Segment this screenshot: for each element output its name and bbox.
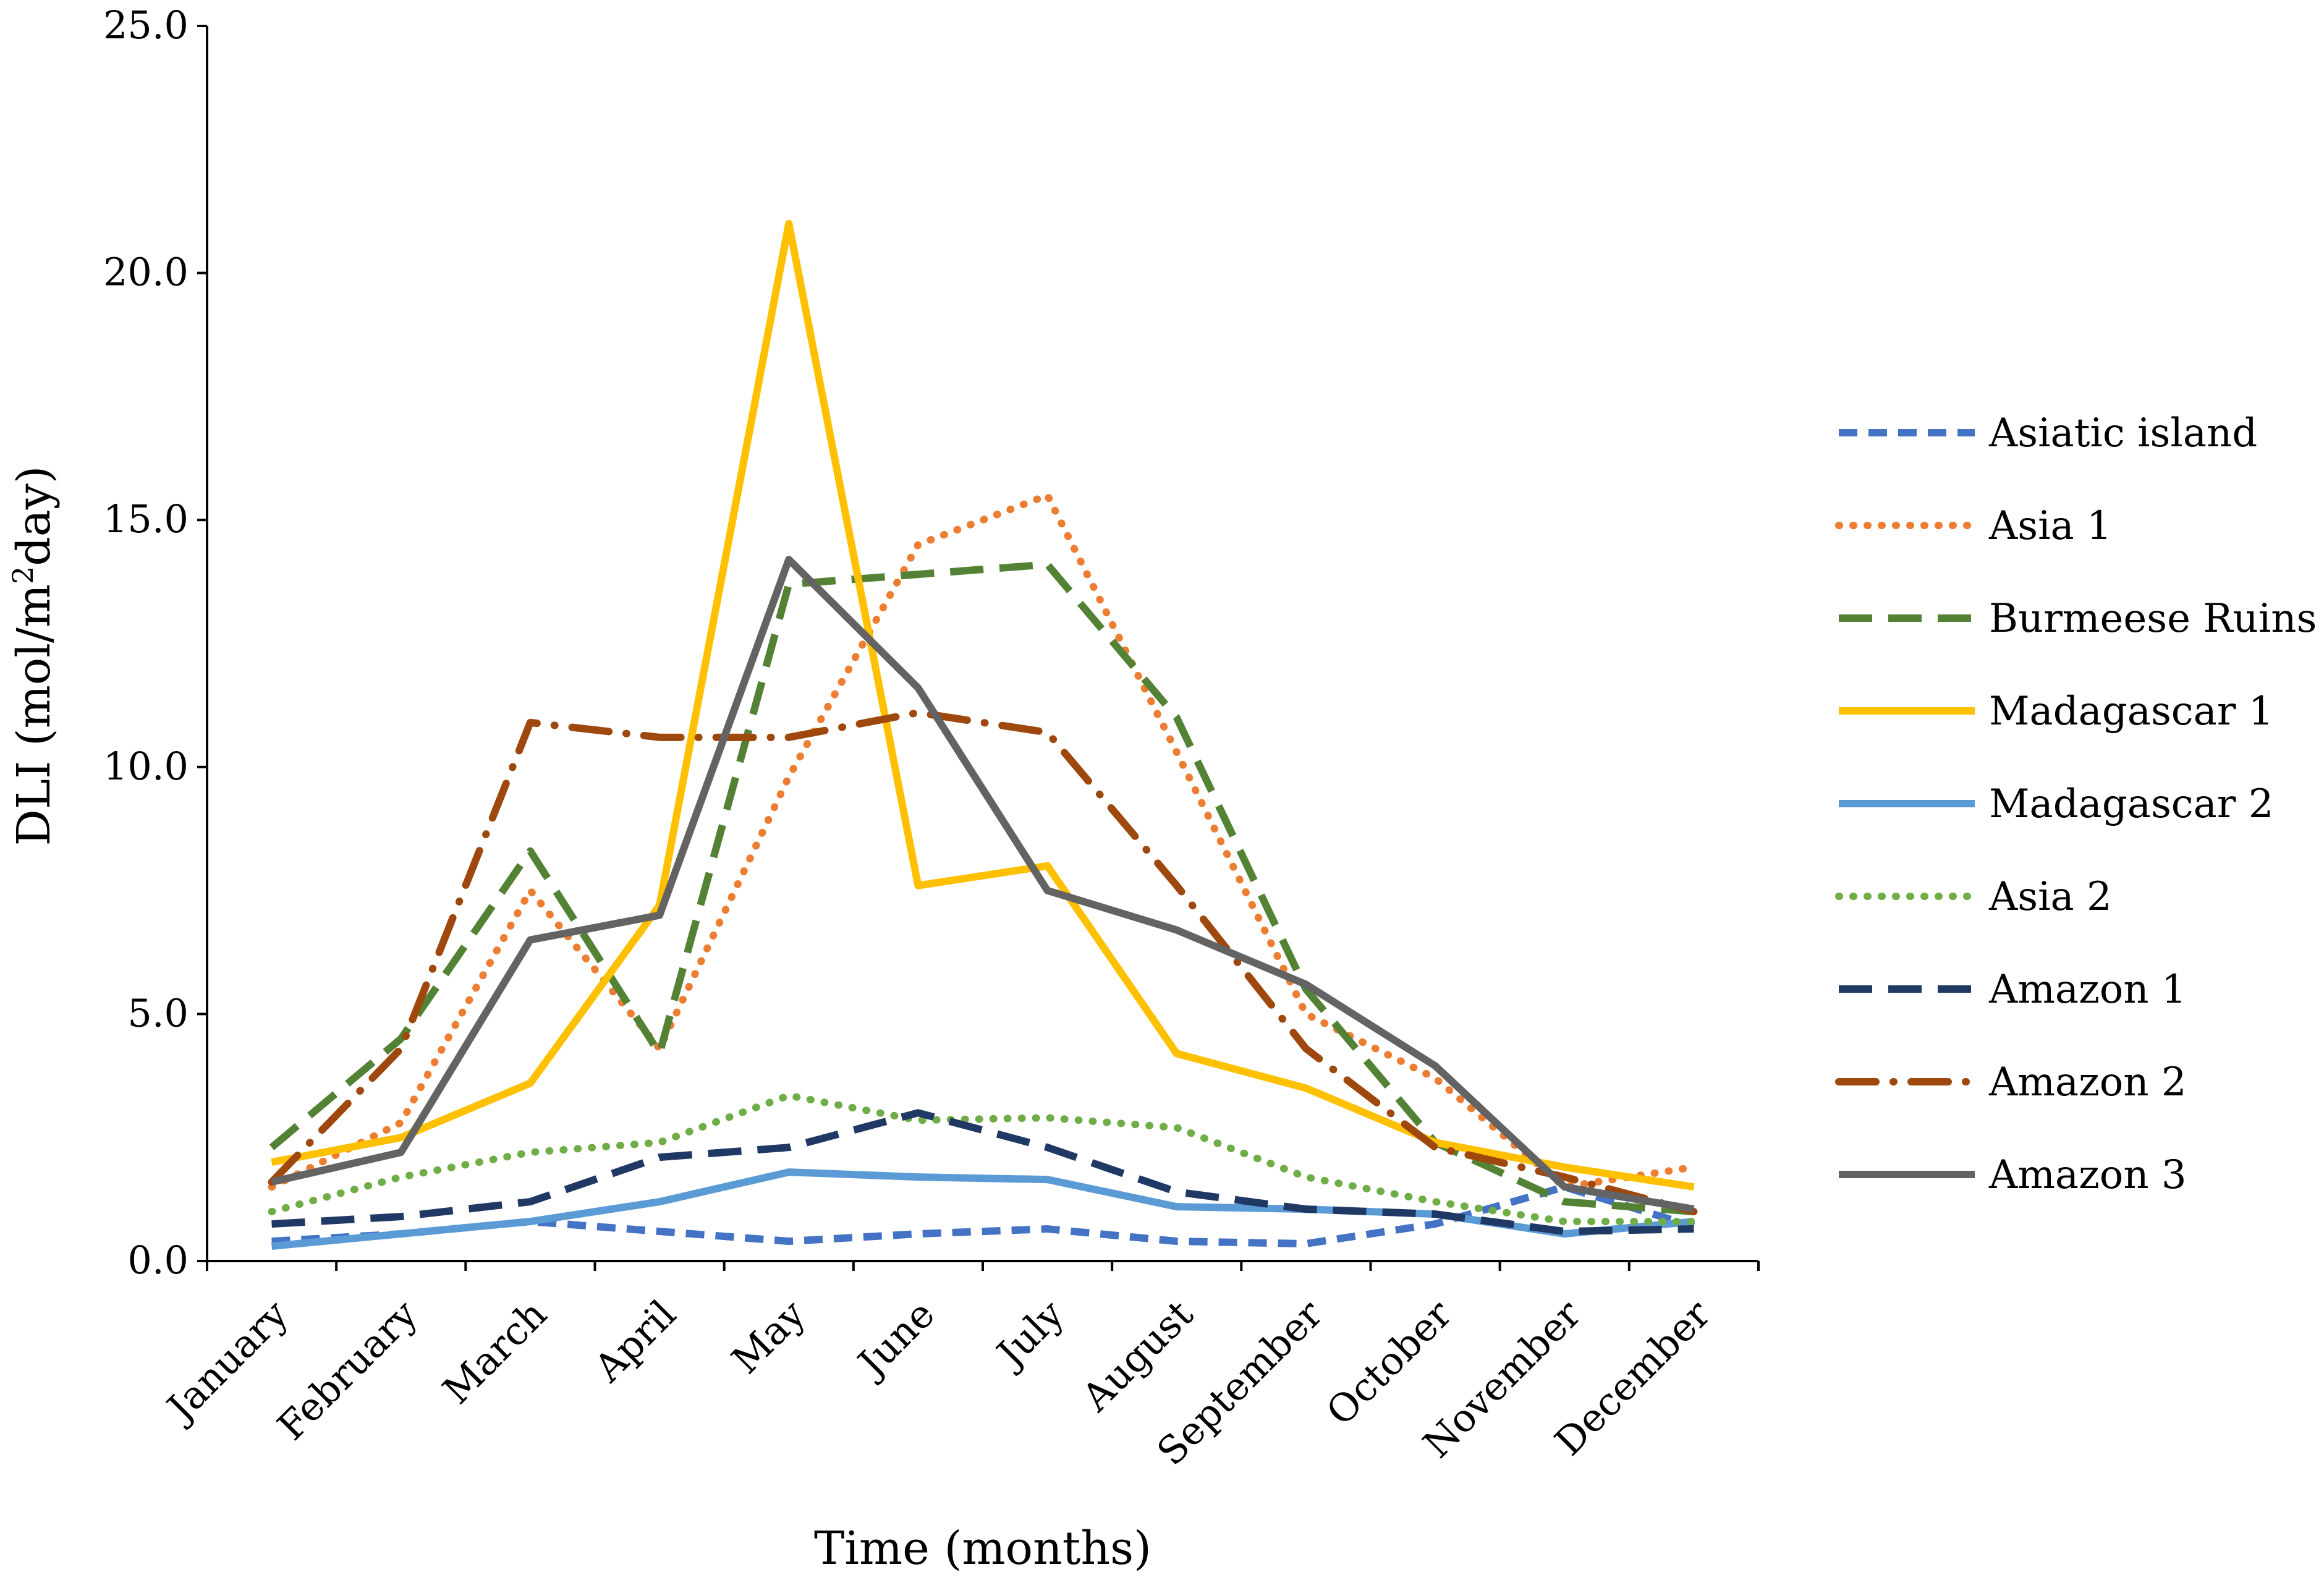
- y-tick-label: 10.0: [103, 744, 189, 789]
- y-tick-label: 15.0: [103, 496, 189, 542]
- series-line-amazon-1: [271, 1109, 1694, 1236]
- y-axis-title-tail: day): [7, 465, 61, 566]
- x-tick-label: February: [269, 1291, 426, 1449]
- series-line-asiatic-island: [271, 1183, 1695, 1248]
- legend-label: Madagascar 2: [1989, 781, 2273, 827]
- legend-label: Madagascar 1: [1989, 689, 2273, 734]
- y-ticks: 0.0 5.0 10.0 15.0 20.0 25.0: [103, 2, 207, 1283]
- legend-label: Burmeese Ruins: [1989, 596, 2317, 642]
- legend-label: Asia 1: [1988, 503, 2112, 549]
- x-tick-label: August: [1073, 1291, 1202, 1421]
- legend-label: Amazon 3: [1988, 1152, 2187, 1198]
- series-line-amazon-3: [271, 556, 1695, 1213]
- series-lines: [268, 219, 1698, 1250]
- series-line-asia-2: [268, 1092, 1698, 1226]
- series-line-asia-1: [268, 491, 1698, 1191]
- x-tick-label: April: [585, 1291, 685, 1391]
- legend-label: Asia 2: [1988, 874, 2112, 920]
- x-tick-label: June: [847, 1291, 943, 1388]
- series-line-amazon-2: [268, 708, 1698, 1216]
- y-axis-title: DLI (mol/m2day): [6, 465, 61, 846]
- y-axis-title-superscript: 2: [6, 566, 40, 584]
- legend: Asiatic island Asia 1 Burmeese Ruins Madaga…: [1835, 410, 2317, 1198]
- y-tick-label: 25.0: [103, 2, 189, 48]
- legend-label: Amazon 2: [1988, 1060, 2187, 1105]
- x-tick-label: May: [723, 1291, 813, 1382]
- series-line-burmeese-ruins: [269, 561, 1694, 1216]
- series-line-madagascar-1: [271, 219, 1695, 1191]
- x-axis-title: Time (months): [814, 1522, 1151, 1575]
- axes: [206, 26, 1758, 1262]
- y-axis-title-main: DLI (mol/m: [7, 584, 61, 846]
- x-tick-label: July: [986, 1291, 1072, 1378]
- y-tick-label: 5.0: [127, 990, 189, 1035]
- legend-label: Asiatic island: [1988, 410, 2257, 456]
- y-tick-label: 20.0: [103, 250, 189, 295]
- x-tick-label: March: [434, 1291, 555, 1412]
- legend-label: Amazon 1: [1988, 967, 2187, 1013]
- y-tick-label: 0.0: [127, 1238, 189, 1283]
